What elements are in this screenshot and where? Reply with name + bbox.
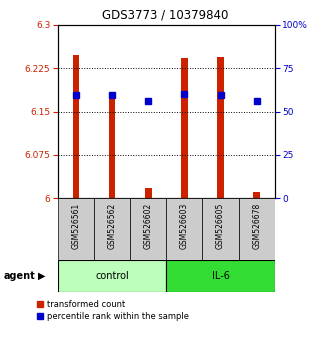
Text: GSM526561: GSM526561 <box>71 203 80 249</box>
Bar <box>166 198 203 260</box>
Text: GDS3773 / 10379840: GDS3773 / 10379840 <box>102 9 229 22</box>
Bar <box>145 188 152 198</box>
Bar <box>58 260 166 292</box>
Text: GSM526678: GSM526678 <box>252 203 261 249</box>
Text: GSM526602: GSM526602 <box>144 203 153 249</box>
Text: GSM526605: GSM526605 <box>216 203 225 249</box>
Bar <box>73 55 79 198</box>
Bar <box>109 99 116 198</box>
Text: control: control <box>95 271 129 281</box>
Bar <box>58 198 94 260</box>
Bar <box>181 58 188 198</box>
Legend: transformed count, percentile rank within the sample: transformed count, percentile rank withi… <box>37 300 189 321</box>
Bar <box>203 198 239 260</box>
Bar <box>94 198 130 260</box>
Bar <box>130 198 166 260</box>
Text: IL-6: IL-6 <box>212 271 229 281</box>
Bar <box>166 260 275 292</box>
Text: ▶: ▶ <box>38 271 46 281</box>
Bar <box>217 57 224 198</box>
Text: GSM526562: GSM526562 <box>108 203 117 249</box>
Bar <box>254 193 260 198</box>
Text: GSM526603: GSM526603 <box>180 203 189 249</box>
Bar <box>239 198 275 260</box>
Text: agent: agent <box>3 271 35 281</box>
